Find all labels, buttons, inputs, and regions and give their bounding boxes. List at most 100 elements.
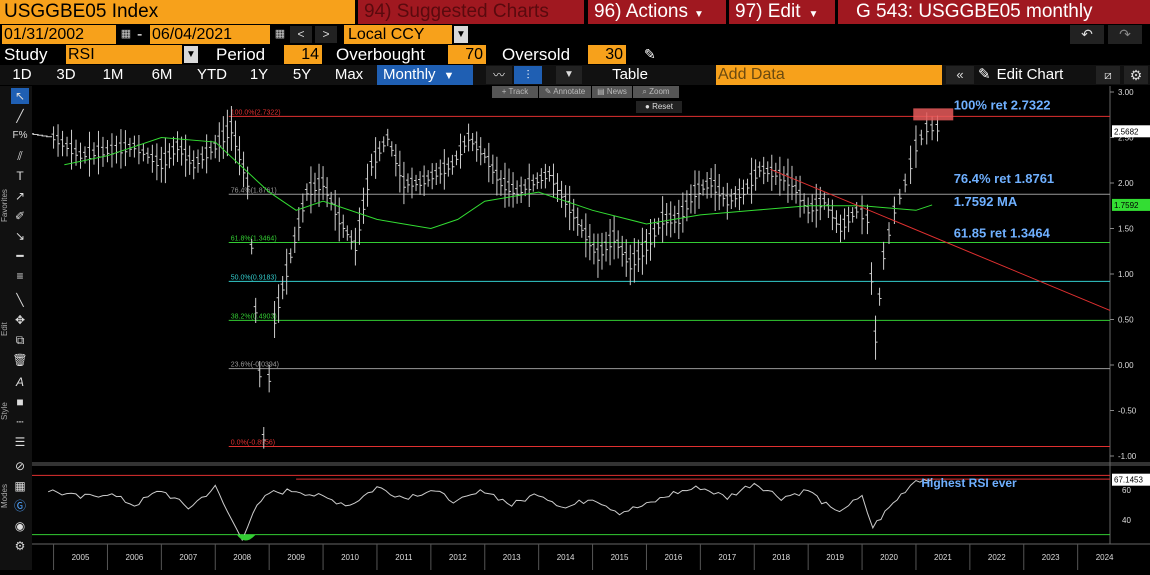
annotation-ma: 1.7592 MA bbox=[954, 194, 1018, 209]
pencil-icon[interactable]: ✎ bbox=[644, 46, 656, 62]
period-1y-button[interactable]: 1Y bbox=[249, 66, 269, 83]
chevron-down-icon[interactable]: ▼ bbox=[556, 66, 582, 84]
line-icon[interactable]: ╲ bbox=[16, 293, 24, 307]
chevron-down-icon[interactable]: ▼ bbox=[454, 26, 468, 43]
actions-menu[interactable]: 96) Actions ▼ bbox=[588, 0, 726, 24]
price-bar bbox=[284, 248, 289, 295]
price-bar bbox=[426, 170, 431, 187]
cursor-icon[interactable]: ↖ bbox=[11, 88, 29, 104]
last-price-label: 2.5682 bbox=[1114, 127, 1139, 136]
chart-area[interactable]: 3.00 2.50 2.00 1.50 1.00 0.50 0.00 -0.50 -1.00 60… bbox=[0, 86, 1150, 570]
price-bar bbox=[583, 213, 588, 258]
period-1m-button[interactable]: 1M bbox=[102, 66, 124, 83]
chart-settings-icon[interactable]: ⧄ bbox=[1096, 66, 1120, 84]
period-6m-button[interactable]: 6M bbox=[151, 66, 173, 83]
drawing-sidebar: Favorites Edit Style Modes ↖ ╱ F% ⫽ T ↗ … bbox=[0, 86, 32, 570]
price-bar bbox=[721, 186, 726, 207]
price-bar bbox=[249, 239, 254, 255]
period-1d-button[interactable]: 1D bbox=[12, 66, 32, 83]
price-bar bbox=[555, 173, 560, 203]
delete-icon[interactable]: 🗑 bbox=[12, 353, 28, 367]
price-tick-label: 0.50 bbox=[1118, 316, 1134, 325]
time-tick-label: 2019 bbox=[826, 553, 844, 562]
text-icon[interactable]: T bbox=[16, 169, 24, 183]
palette-icon[interactable]: ◉ bbox=[14, 519, 26, 533]
parallel-lines-icon[interactable]: ≡ bbox=[16, 269, 24, 283]
period-3d-button[interactable]: 3D bbox=[56, 66, 76, 83]
trendline-icon[interactable]: ╱ bbox=[16, 109, 24, 123]
undo-icon[interactable]: ↶ bbox=[1070, 25, 1104, 44]
horizontal-line-icon[interactable]: ━ bbox=[16, 249, 24, 263]
price-chart[interactable]: 3.00 2.50 2.00 1.50 1.00 0.50 0.00 -0.50 -1.00 60… bbox=[0, 86, 1150, 570]
price-bar bbox=[458, 133, 463, 169]
reset-button[interactable]: ● Reset bbox=[636, 101, 682, 113]
calendar-icon[interactable]: ▦ bbox=[120, 28, 132, 40]
add-data-input[interactable]: Add Data bbox=[716, 65, 942, 85]
time-tick-label: 2011 bbox=[395, 553, 413, 562]
edit-menu[interactable]: 97) Edit ▼ bbox=[729, 0, 835, 24]
magnet-icon[interactable]: ▦ bbox=[14, 479, 26, 493]
end-date-input[interactable]: 06/04/2021 bbox=[150, 25, 270, 44]
news-button[interactable]: ▤ News bbox=[592, 86, 632, 98]
period-max-button[interactable]: Max bbox=[334, 66, 364, 83]
price-bar bbox=[818, 186, 823, 221]
gear-icon[interactable]: ⚙ bbox=[1124, 66, 1148, 84]
table-button[interactable]: Table bbox=[612, 66, 648, 83]
redo-icon[interactable]: ↷ bbox=[1108, 25, 1142, 44]
price-bar bbox=[257, 360, 262, 388]
ray-icon[interactable]: ↘ bbox=[14, 229, 26, 243]
price-bar bbox=[789, 165, 794, 201]
price-bar bbox=[337, 197, 342, 242]
edit-chart-button[interactable]: ✎ Edit Chart bbox=[978, 65, 1094, 85]
track-button[interactable]: + Track bbox=[492, 86, 538, 98]
period-ytd-button[interactable]: YTD bbox=[197, 66, 227, 83]
collapse-icon[interactable]: « bbox=[946, 66, 974, 84]
chevron-left-icon[interactable]: < bbox=[290, 26, 312, 43]
font-icon[interactable]: A bbox=[15, 375, 24, 389]
line-weight-icon[interactable]: ☰ bbox=[14, 435, 26, 449]
price-bar bbox=[389, 141, 394, 157]
modes-label: Modes bbox=[0, 484, 9, 509]
price-bar bbox=[312, 172, 317, 203]
move-icon[interactable]: ✥ bbox=[14, 313, 26, 327]
price-bar bbox=[591, 233, 596, 265]
price-bar bbox=[539, 168, 544, 189]
period-input[interactable]: 14 bbox=[284, 45, 322, 64]
chevron-down-icon[interactable]: ▼ bbox=[184, 46, 198, 63]
actions-label: 96) Actions bbox=[594, 1, 688, 22]
frequency-select[interactable]: Monthly ▼ bbox=[377, 65, 473, 85]
currency-select[interactable]: Local CCY bbox=[344, 25, 452, 44]
oversold-input[interactable]: 30 bbox=[588, 45, 626, 64]
price-bar bbox=[749, 157, 754, 204]
annotate-button[interactable]: ✎ Annotate bbox=[539, 86, 591, 98]
price-bar bbox=[913, 125, 918, 168]
study-select[interactable]: RSI bbox=[66, 45, 182, 64]
gear-icon[interactable]: ⚙ bbox=[14, 539, 26, 553]
arrow-icon[interactable]: ↗ bbox=[14, 189, 26, 203]
zoom-button[interactable]: ⌕ Zoom bbox=[633, 86, 679, 98]
refresh-icon[interactable]: Ⓖ bbox=[13, 499, 26, 513]
bar-chart-icon[interactable]: ⫶ bbox=[514, 66, 542, 84]
fill-color-icon[interactable]: ■ bbox=[16, 395, 24, 409]
chevron-right-icon[interactable]: > bbox=[315, 26, 337, 43]
start-date-input[interactable]: 01/31/2002 bbox=[2, 25, 116, 44]
period-5y-button[interactable]: 5Y bbox=[292, 66, 312, 83]
line-style-icon[interactable]: ┄ bbox=[16, 415, 24, 429]
price-bar bbox=[196, 149, 201, 173]
price-bar bbox=[908, 145, 913, 185]
price-bar bbox=[486, 142, 491, 183]
suggested-charts-button[interactable]: 94) Suggested Charts bbox=[358, 0, 584, 24]
channel-icon[interactable]: ⫽ bbox=[17, 149, 23, 163]
overbought-input[interactable]: 70 bbox=[448, 45, 486, 64]
line-chart-icon[interactable]: 〰 bbox=[486, 66, 512, 84]
price-bar bbox=[159, 146, 164, 183]
calendar-icon[interactable]: ▦ bbox=[274, 28, 286, 40]
annotation-6185-ret: 61.85 ret 1.3464 bbox=[954, 226, 1051, 241]
copy-icon[interactable]: ⧉ bbox=[15, 333, 25, 347]
trend-line bbox=[770, 168, 1111, 311]
fibonacci-icon[interactable]: F% bbox=[12, 130, 28, 141]
dropper-icon[interactable]: ⊘ bbox=[14, 459, 26, 473]
brush-icon[interactable]: ✐ bbox=[14, 209, 26, 223]
security-ticker[interactable]: USGGBE05 Index bbox=[0, 0, 355, 24]
price-bar bbox=[204, 134, 209, 174]
